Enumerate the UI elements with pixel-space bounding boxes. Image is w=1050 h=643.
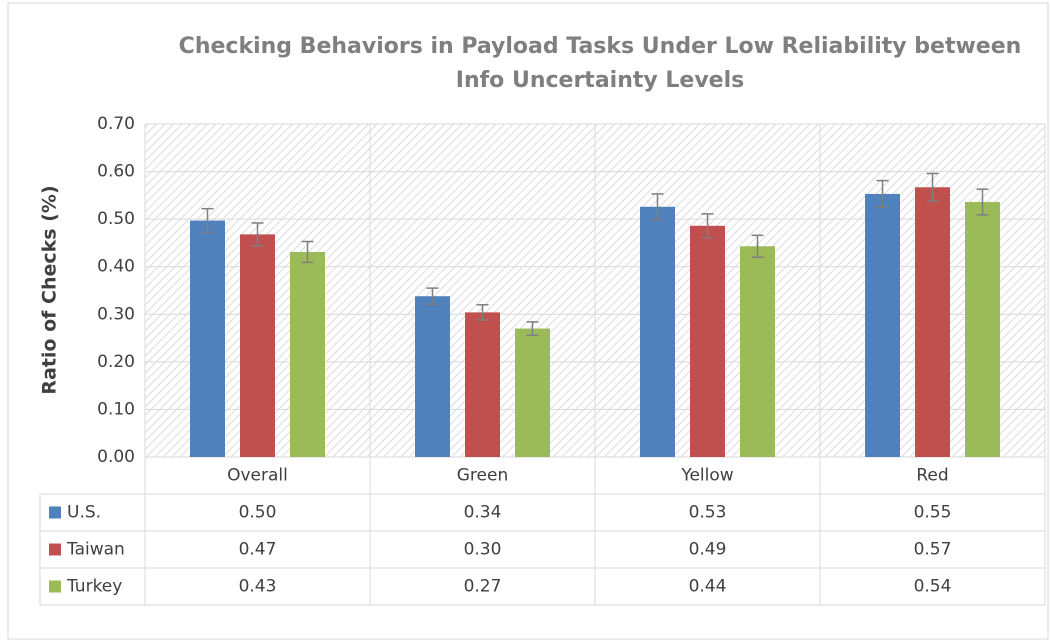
legend-key [49, 543, 61, 556]
y-tick-label: 0.20 [97, 352, 135, 372]
bar [240, 234, 275, 457]
y-tick-label: 0.70 [97, 114, 135, 134]
legend-label: Turkey [66, 577, 122, 597]
table-cell: 0.30 [464, 540, 502, 560]
bar [190, 220, 225, 457]
chart-title: Checking Behaviors in Payload Tasks Unde… [179, 34, 1022, 59]
table-cell: 0.50 [239, 503, 277, 523]
legend-label: Taiwan [66, 540, 125, 560]
y-tick-label: 0.60 [97, 162, 135, 182]
bar [740, 246, 775, 457]
table-cell: 0.49 [689, 540, 727, 560]
table-cell: 0.53 [689, 503, 727, 523]
bar [965, 202, 1000, 457]
legend-label: U.S. [67, 503, 101, 523]
y-tick-label: 0.10 [97, 399, 135, 419]
bar [515, 328, 550, 457]
table-cell: 0.43 [239, 577, 277, 597]
x-tick-label: Overall [227, 466, 288, 486]
bar [915, 187, 950, 457]
y-tick-label: 0.00 [97, 447, 135, 467]
table-cell: 0.27 [464, 577, 502, 597]
y-tick-label: 0.40 [97, 257, 135, 277]
y-axis-label: Ratio of Checks (%) [39, 185, 61, 394]
bar [415, 296, 450, 457]
legend-key [49, 506, 61, 519]
bar [465, 312, 500, 457]
y-tick-label: 0.50 [97, 209, 135, 229]
bar [640, 206, 675, 457]
table-cell: 0.55 [914, 503, 952, 523]
table-cell: 0.47 [239, 540, 277, 560]
table-cell: 0.57 [914, 540, 952, 560]
table-cell: 0.44 [689, 577, 727, 597]
y-tick-label: 0.30 [97, 304, 135, 324]
x-tick-label: Red [916, 466, 948, 486]
x-tick-label: Yellow [680, 466, 733, 486]
bar [865, 193, 900, 457]
x-tick-label: Green [457, 466, 508, 486]
table-cell: 0.34 [464, 503, 502, 523]
bar [290, 251, 325, 457]
bar [690, 225, 725, 457]
legend-key [49, 580, 61, 593]
chart-title: Info Uncertainty Levels [456, 68, 744, 93]
table-cell: 0.54 [914, 577, 952, 597]
